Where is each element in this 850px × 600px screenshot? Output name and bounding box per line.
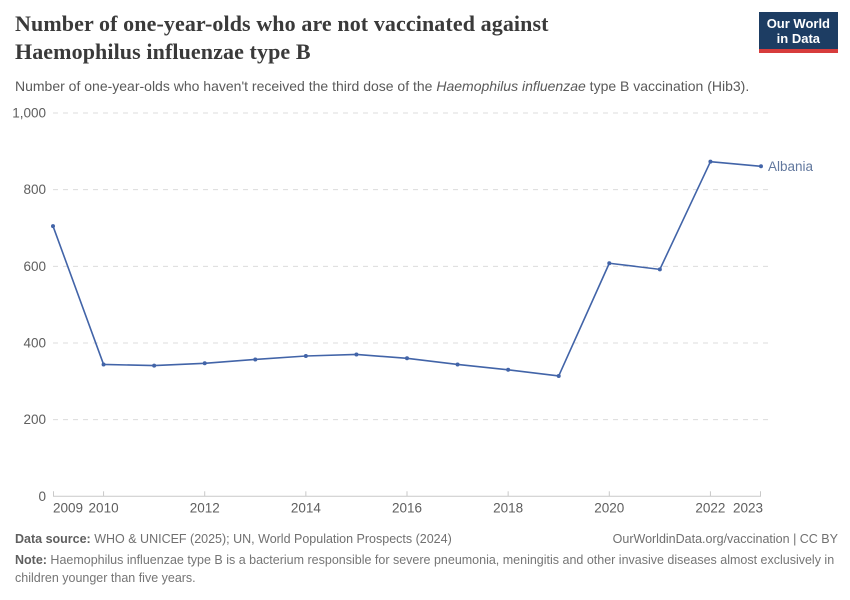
series-line: [52, 160, 762, 377]
chart-title: Number of one-year-olds who are not vacc…: [15, 11, 549, 64]
x-axis-label: 2014: [291, 500, 322, 515]
data-point[interactable]: [657, 267, 662, 272]
chart-footer: Data source: WHO & UNICEF (2025); UN, Wo…: [15, 530, 838, 587]
data-point[interactable]: [455, 362, 460, 367]
data-point[interactable]: [556, 373, 561, 378]
data-point[interactable]: [354, 352, 359, 357]
y-axis-label: 800: [23, 182, 46, 197]
y-axis-label: 600: [23, 259, 46, 274]
y-axis-label: 1,000: [12, 106, 46, 121]
data-point[interactable]: [607, 261, 612, 266]
chart-note: Note: Haemophilus influenzae type B is a…: [15, 551, 838, 587]
data-point[interactable]: [51, 224, 55, 229]
x-axis-label: 2009: [53, 500, 83, 515]
data-point[interactable]: [759, 164, 763, 169]
y-axis-label: 400: [23, 335, 46, 350]
data-point[interactable]: [101, 362, 106, 367]
data-point[interactable]: [253, 357, 258, 362]
subtitle-text-end: type B vaccination (Hib3).: [585, 78, 750, 94]
y-axis-label: 0: [38, 489, 46, 504]
note-text: Haemophilus influenzae type B is a bacte…: [15, 553, 835, 585]
x-axis-label: 2023: [733, 500, 763, 515]
subtitle-text: Number of one-year-olds who haven't rece…: [15, 78, 437, 94]
owid-logo-line1: Our World: [766, 16, 830, 31]
data-point[interactable]: [152, 363, 157, 368]
y-axis-label: 200: [23, 412, 46, 427]
data-source-text: WHO & UNICEF (2025); UN, World Populatio…: [90, 532, 452, 546]
subtitle-italic-species: Haemophilus influenzae: [436, 78, 586, 94]
note-label: Note:: [15, 553, 47, 567]
entity-label[interactable]: Albania: [768, 159, 814, 174]
x-axis-label: 2016: [392, 500, 422, 515]
chart-subtitle: Number of one-year-olds who haven't rece…: [15, 78, 815, 94]
owid-logo-line2: in Data: [776, 31, 821, 46]
data-point[interactable]: [405, 356, 409, 361]
x-axis-label: 2020: [594, 500, 624, 515]
x-axis-label: 2012: [190, 500, 220, 515]
data-point[interactable]: [303, 354, 308, 359]
x-axis-label: 2018: [493, 500, 523, 515]
data-point[interactable]: [202, 361, 207, 366]
data-source-label: Data source:: [15, 532, 91, 546]
x-axis-label: 2010: [89, 500, 119, 515]
data-point[interactable]: [506, 367, 511, 372]
x-axis-label: 2022: [695, 500, 725, 515]
rights-link[interactable]: OurWorldinData.org/vaccination | CC BY: [612, 532, 838, 546]
data-point[interactable]: [708, 159, 713, 164]
owid-logo[interactable]: Our World in Data: [758, 12, 838, 53]
data-source: Data source: WHO & UNICEF (2025); UN, Wo…: [15, 530, 452, 548]
